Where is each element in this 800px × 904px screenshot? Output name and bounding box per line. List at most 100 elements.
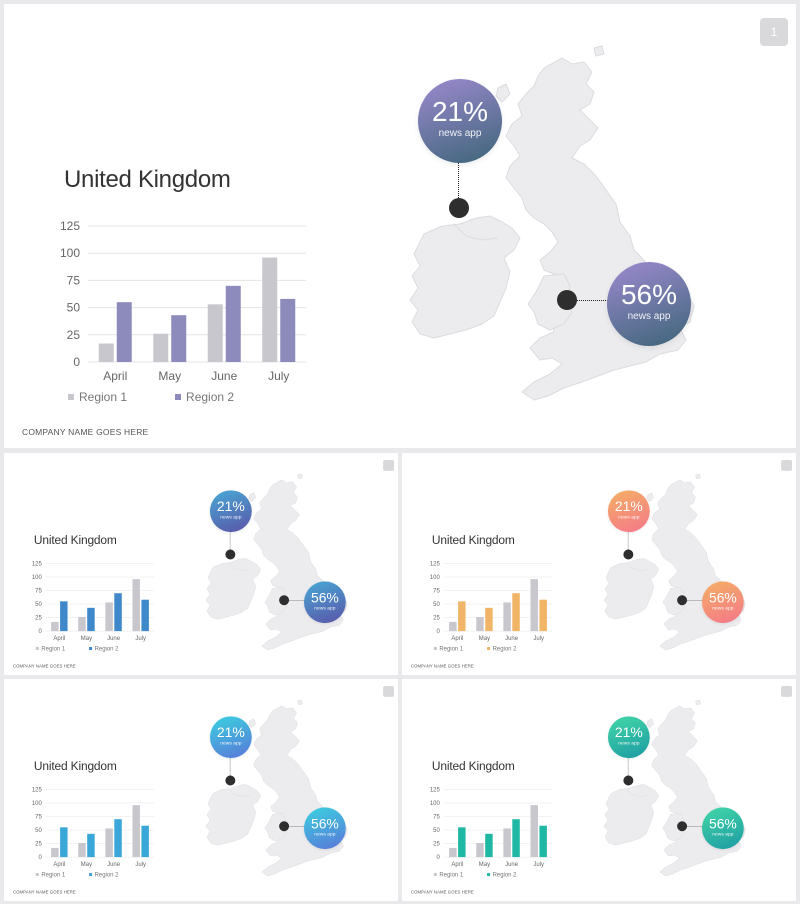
stat-bubble-top: 21% news app [209, 490, 252, 533]
slide-thumbnail-blue[interactable]: United Kingdom 0 25 50 75 100 125 April May June… [4, 453, 398, 675]
stat-bubble-bottom: 56% news app [701, 807, 744, 850]
legend-swatch-icon [89, 647, 93, 651]
slide-main[interactable]: 1 United Kingdom 0 25 50 75 100 125 April May Ju… [4, 4, 796, 448]
x-tick-label: June [107, 636, 121, 642]
bar-region-1-june [207, 304, 223, 362]
legend-item-region-1: Region 1 [433, 645, 463, 652]
x-tick-label: July [135, 862, 146, 868]
bar-region-1-june [105, 602, 113, 632]
x-tick-label: July [268, 369, 289, 383]
y-tick-label: 75 [433, 588, 440, 594]
bar-region-2-may [485, 833, 493, 858]
legend-swatch-icon [68, 394, 74, 400]
location-marker-northern-ireland [623, 549, 634, 560]
bar-region-2-july [539, 825, 547, 858]
legend-item-region-1: Region 1 [35, 871, 65, 878]
location-marker-england [279, 595, 290, 606]
y-tick-label: 125 [32, 561, 43, 567]
page-number-badge[interactable] [383, 459, 395, 471]
chart-legend: Region 1 Region 2 [433, 871, 516, 878]
slide-thumbnail-orange[interactable]: United Kingdom 0 25 50 75 100 125 April May June… [402, 453, 796, 675]
y-tick-label: 50 [433, 828, 440, 834]
page-number-badge[interactable] [781, 685, 793, 697]
bar-region-2-april [60, 601, 68, 632]
legend-item-region-2: Region 2 [487, 871, 516, 878]
x-tick-label: July [533, 862, 544, 868]
bar-region-1-may [78, 617, 86, 632]
y-tick-label: 0 [38, 855, 42, 861]
legend-swatch-icon [35, 873, 39, 877]
legend-label: Region 2 [492, 645, 517, 652]
x-tick-label: April [53, 862, 65, 868]
location-marker-england [557, 290, 577, 310]
stat-label: news app [618, 514, 640, 521]
bar-region-1-april [449, 847, 457, 858]
page-number-badge[interactable]: 1 [760, 18, 788, 46]
y-tick-label: 25 [433, 842, 440, 848]
legend-item-region-2: Region 2 [175, 390, 234, 404]
y-tick-label: 50 [35, 828, 42, 834]
y-tick-label: 75 [35, 588, 42, 594]
stat-percent: 21% [216, 724, 245, 741]
bar-region-1-april [449, 621, 457, 632]
bar-chart: 0 25 50 75 100 125 April May June July [430, 561, 553, 642]
stat-bubble-bottom: 56% news app [303, 581, 346, 624]
location-marker-northern-ireland [225, 549, 236, 560]
slide-thumbnail-cyan[interactable]: United Kingdom 0 25 50 75 100 125 April May June… [4, 679, 398, 901]
legend-item-region-2: Region 2 [89, 871, 118, 878]
x-tick-label: April [103, 369, 127, 383]
bar-region-2-june [114, 593, 122, 632]
stat-label: news app [712, 831, 734, 838]
stat-label: news app [627, 311, 671, 322]
company-name: COMPANY NAME GOES HERE [12, 889, 76, 895]
stat-percent: 56% [708, 589, 737, 606]
slide-content: United Kingdom 0 25 50 75 100 125 April May June… [402, 453, 796, 674]
y-tick-label: 100 [430, 575, 441, 581]
y-tick-label: 125 [32, 787, 43, 793]
y-tick-label: 100 [430, 801, 441, 807]
legend-label: Region 1 [41, 645, 66, 652]
location-marker-northern-ireland [449, 198, 469, 218]
location-marker-england [677, 595, 688, 606]
bar-region-1-may [153, 333, 169, 362]
x-tick-label: July [135, 636, 146, 642]
stat-percent: 56% [708, 815, 737, 832]
connector-line [576, 300, 612, 301]
y-tick-label: 125 [430, 787, 441, 793]
bar-region-1-july [530, 805, 538, 858]
bar-region-2-july [141, 599, 149, 632]
y-tick-label: 25 [35, 842, 42, 848]
bar-region-1-july [132, 579, 140, 632]
bar-region-1-april [51, 847, 59, 858]
stat-bubble-bottom: 56% news app [607, 262, 691, 346]
legend-swatch-icon [487, 647, 491, 651]
bar-region-1-may [476, 617, 484, 632]
slide-title: United Kingdom [431, 759, 515, 774]
bar-chart: 0 25 50 75 100 125 April May June July [32, 561, 155, 642]
bar-region-2-july [539, 599, 547, 632]
slide-thumbnail-teal[interactable]: United Kingdom 0 25 50 75 100 125 April May June… [402, 679, 796, 901]
slide-content: United Kingdom 0 25 50 75 100 125 April May June… [4, 679, 398, 900]
company-name: COMPANY NAME GOES HERE [12, 663, 76, 669]
slide-title: United Kingdom [431, 533, 515, 548]
bar-region-2-may [87, 607, 95, 632]
y-tick-label: 125 [430, 561, 441, 567]
chart-legend: Region 1 Region 2 [433, 645, 516, 652]
legend-label: Region 2 [186, 390, 235, 404]
y-tick-label: 75 [67, 273, 81, 287]
x-tick-label: May [158, 369, 181, 383]
legend-item-region-2: Region 2 [487, 645, 516, 652]
y-tick-label: 0 [436, 855, 440, 861]
legend-label: Region 2 [492, 871, 517, 878]
bar-region-2-may [485, 607, 493, 632]
page-number-badge[interactable] [383, 685, 395, 697]
stat-bubble-top: 21% news app [607, 716, 650, 759]
page-number-badge[interactable] [781, 459, 793, 471]
bar-region-2-june [114, 819, 122, 858]
y-tick-label: 100 [32, 575, 43, 581]
x-tick-label: June [107, 862, 121, 868]
bar-region-1-june [105, 828, 113, 858]
bar-region-1-may [476, 843, 484, 858]
stat-label: news app [220, 514, 242, 521]
legend-swatch-icon [433, 873, 437, 877]
